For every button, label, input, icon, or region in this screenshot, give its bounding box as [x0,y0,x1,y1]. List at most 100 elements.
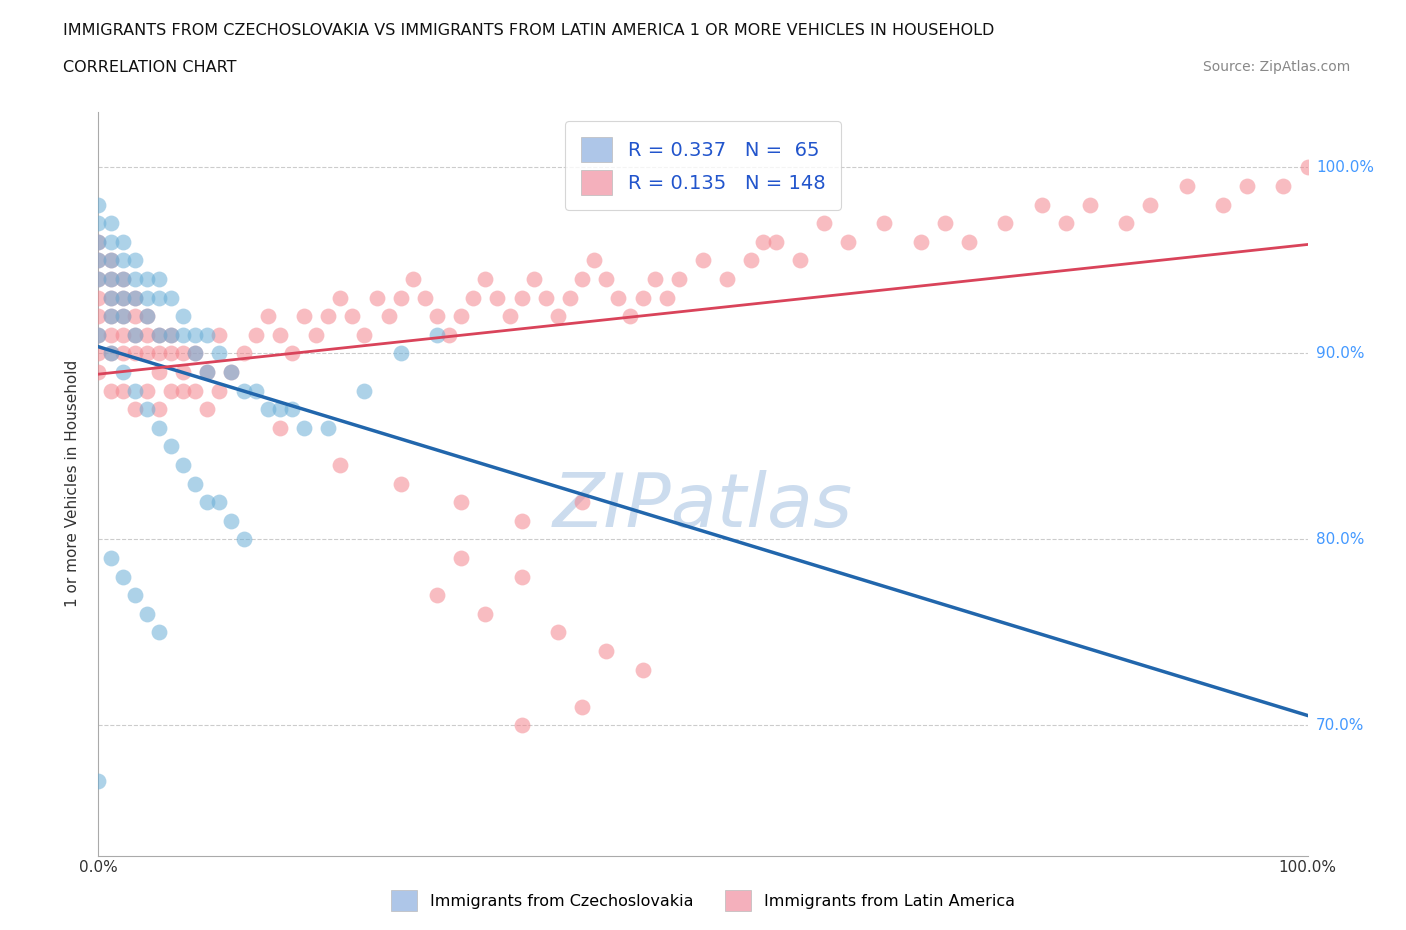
Point [135,272,157,286]
Point [389,476,412,491]
Point [135,383,157,398]
Point [160,290,183,305]
Point [910,234,932,249]
Point [184,327,207,342]
Point [148,402,170,417]
Point [160,383,183,398]
Point [789,253,811,268]
Point [160,346,183,361]
Point [547,625,569,640]
Point [221,365,243,379]
Point [269,327,291,342]
Point [547,309,569,324]
Point [100,272,122,286]
Point [124,327,146,342]
Point [100,290,122,305]
Point [135,606,157,621]
Point [195,402,218,417]
Point [195,495,218,510]
Point [292,420,315,435]
Point [87,309,110,324]
Point [256,309,278,324]
Point [281,402,304,417]
Legend: Immigrants from Czechoslovakia, Immigrants from Latin America: Immigrants from Czechoslovakia, Immigran… [385,884,1021,917]
Point [1175,179,1198,193]
Point [571,272,593,286]
Point [813,216,835,231]
Point [100,253,122,268]
Point [269,402,291,417]
Point [124,309,146,324]
Point [87,327,110,342]
Point [534,290,557,305]
Point [510,569,533,584]
Point [523,272,546,286]
Point [498,309,520,324]
Point [292,309,315,324]
Point [402,272,425,286]
Point [994,216,1017,231]
Point [111,290,134,305]
Point [413,290,436,305]
Point [100,253,122,268]
Point [450,309,472,324]
Point [87,365,110,379]
Point [184,476,207,491]
Point [111,309,134,324]
Point [100,309,122,324]
Point [510,513,533,528]
Point [366,290,388,305]
Point [124,290,146,305]
Point [377,309,399,324]
Point [305,327,328,342]
Point [765,234,787,249]
Point [111,346,134,361]
Point [486,290,509,305]
Text: 80.0%: 80.0% [1316,532,1364,547]
Point [208,346,231,361]
Point [644,272,666,286]
Point [148,346,170,361]
Point [160,327,183,342]
Point [668,272,690,286]
Point [124,402,146,417]
Point [208,495,231,510]
Text: 70.0%: 70.0% [1316,718,1364,733]
Point [124,272,146,286]
Point [184,383,207,398]
Point [184,346,207,361]
Point [474,606,496,621]
Point [100,272,122,286]
Point [245,327,267,342]
Point [172,383,194,398]
Point [111,309,134,324]
Point [426,309,449,324]
Point [172,458,194,472]
Point [595,644,617,658]
Point [1236,179,1258,193]
Point [100,290,122,305]
Point [873,216,896,231]
Point [837,234,859,249]
Point [1272,179,1295,193]
Point [463,290,485,305]
Point [124,253,146,268]
Point [752,234,775,249]
Text: 100.0%: 100.0% [1316,160,1374,175]
Point [1212,197,1234,212]
Point [124,327,146,342]
Point [135,402,157,417]
Point [160,327,183,342]
Point [111,234,134,249]
Legend: R = 0.337   N =  65, R = 0.135   N = 148: R = 0.337 N = 65, R = 0.135 N = 148 [565,121,841,210]
Point [148,272,170,286]
Point [100,346,122,361]
Point [172,346,194,361]
Point [1054,216,1077,231]
Point [87,346,110,361]
Point [716,272,738,286]
Point [172,309,194,324]
Point [221,513,243,528]
Point [160,439,183,454]
Point [87,774,110,789]
